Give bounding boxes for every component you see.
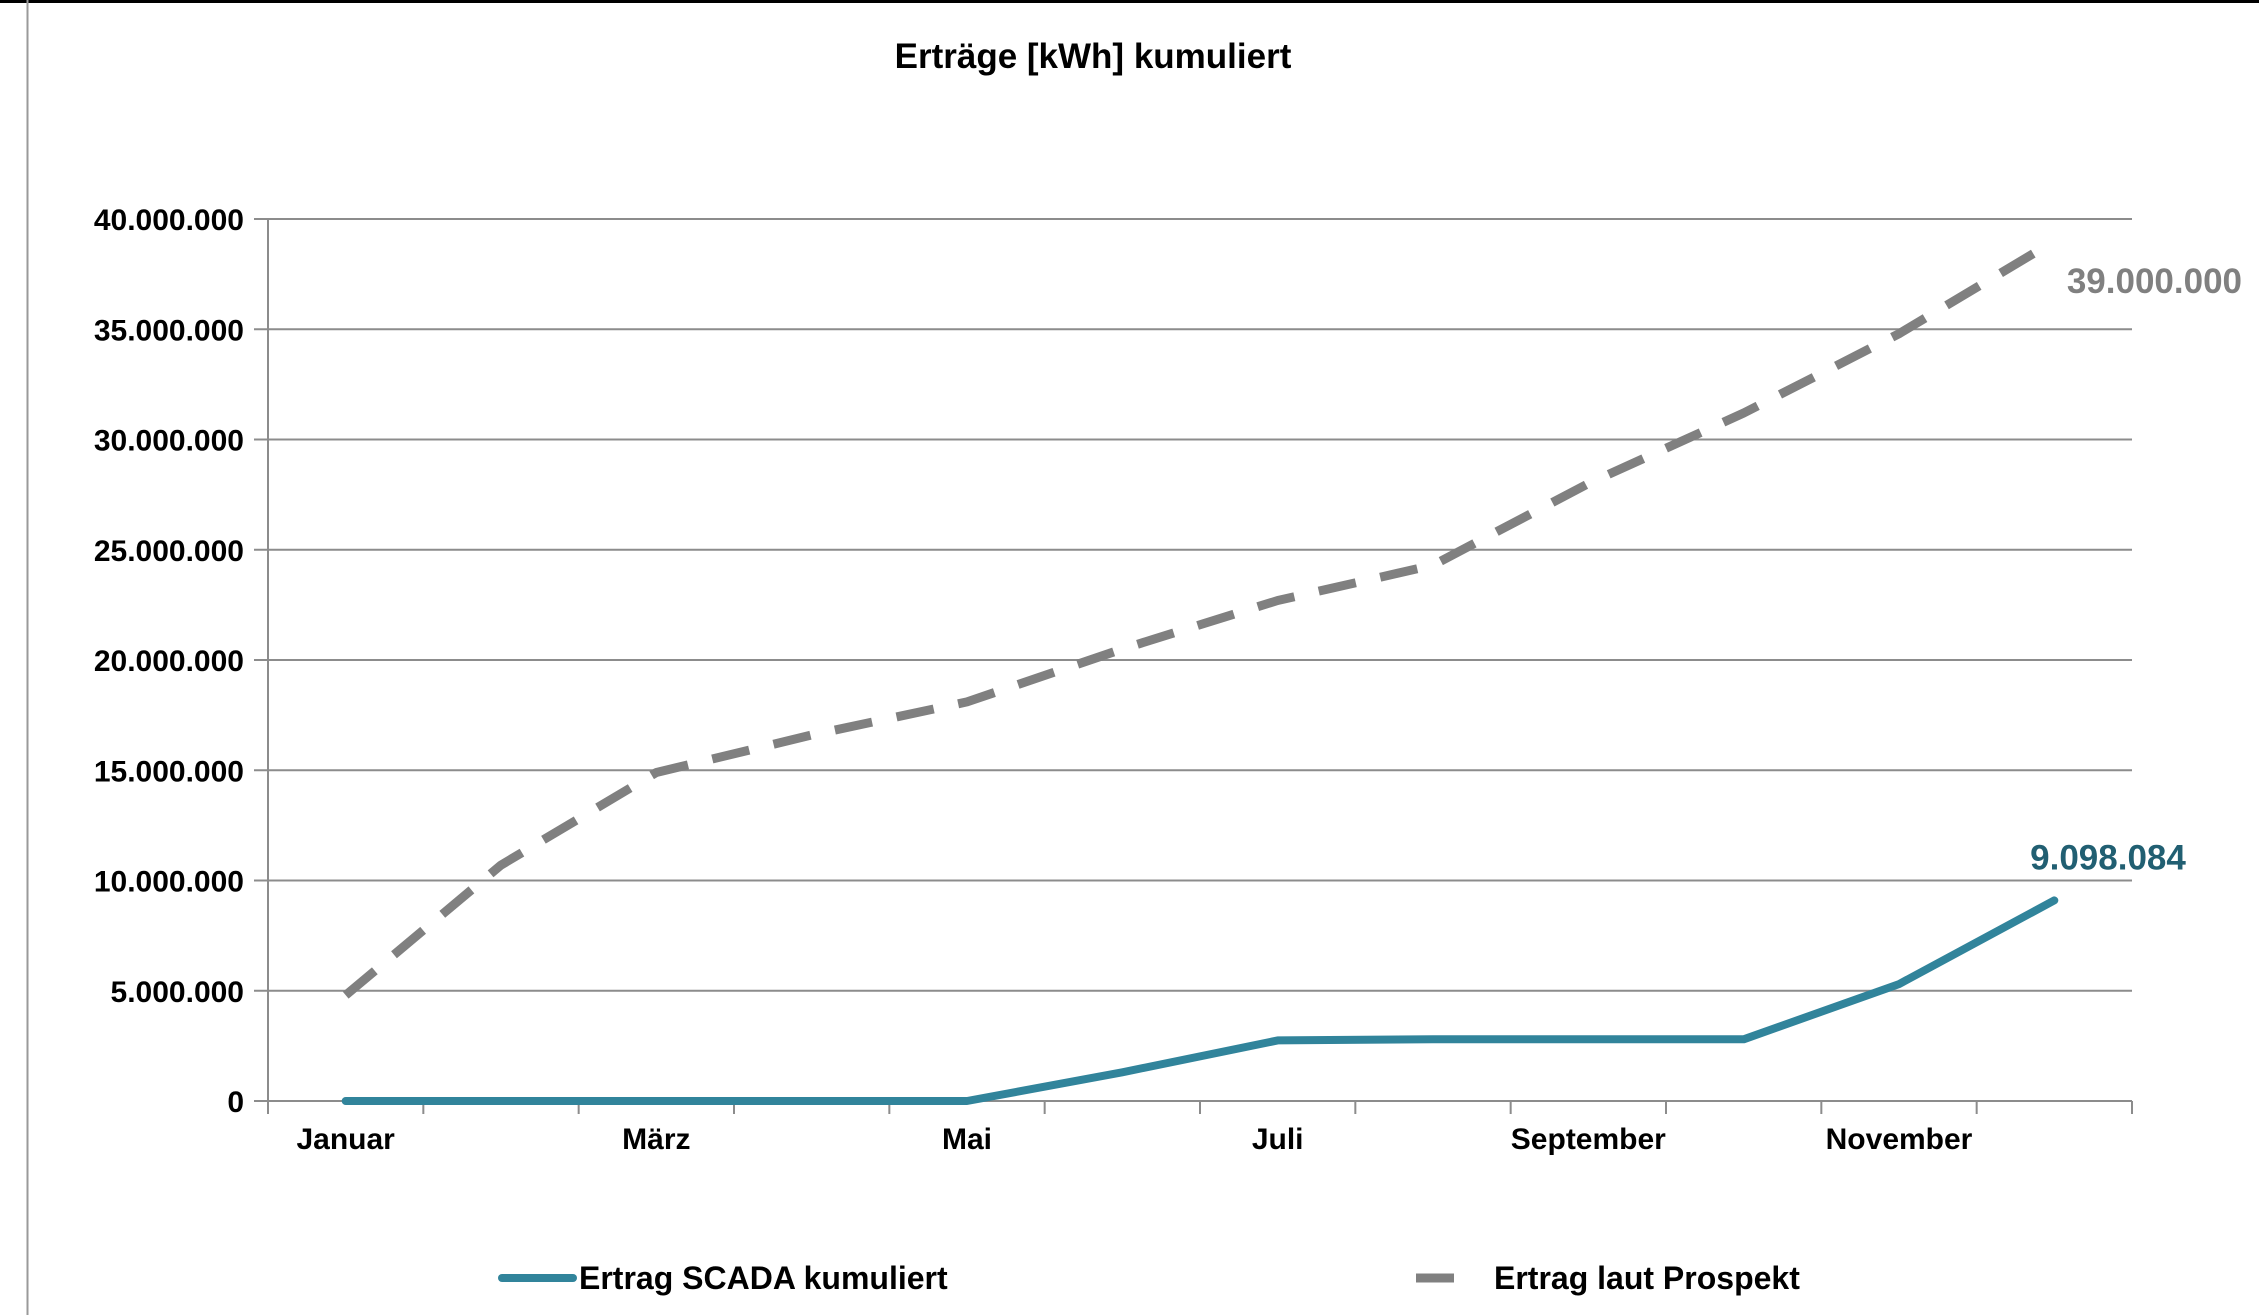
series-lines (341, 237, 2059, 1105)
legend: Ertrag SCADA kumuliert Ertrag laut Prospe… (498, 1260, 1800, 1296)
y-tick-label: 15.000.000 (94, 755, 244, 788)
y-tick-label: 5.000.000 (111, 976, 244, 1009)
y-tick-label: 20.000.000 (94, 645, 244, 678)
x-axis-tick-labels: Januar März Mai Juli September November (296, 1123, 1972, 1156)
x-tick-label: Mai (942, 1123, 992, 1156)
legend-label-prospekt: Ertrag laut Prospekt (1494, 1260, 1800, 1296)
x-tick-label: September (1511, 1123, 1666, 1156)
x-tick-label: Januar (296, 1123, 395, 1156)
gridlines (268, 218, 2132, 992)
y-tick-label: 40.000.000 (94, 204, 244, 237)
data-label-scada: 9.098.084 (2030, 838, 2186, 877)
x-tick-label: November (1826, 1123, 1973, 1156)
axes (254, 218, 2133, 1114)
chart-title: Erträge [kWh] kumuliert (895, 37, 1292, 76)
y-tick-label: 25.000.000 (94, 535, 244, 568)
y-tick-label: 30.000.000 (94, 425, 244, 458)
y-tick-label: 35.000.000 (94, 314, 244, 347)
y-tick-label: 0 (227, 1086, 244, 1119)
y-axis-tick-labels: 0 5.000.000 10.000.000 15.000.000 20.000.000… (94, 204, 244, 1119)
series-line-prospekt (342, 237, 2057, 999)
x-tick-label: Juli (1252, 1123, 1304, 1156)
x-tick-label: März (622, 1123, 690, 1156)
series-line-scada (341, 896, 2059, 1105)
legend-label-scada: Ertrag SCADA kumuliert (579, 1260, 948, 1296)
data-labels: 9.098.084 39.000.000 (2030, 262, 2242, 877)
data-label-prospekt: 39.000.000 (2067, 262, 2242, 301)
y-tick-label: 10.000.000 (94, 866, 244, 899)
